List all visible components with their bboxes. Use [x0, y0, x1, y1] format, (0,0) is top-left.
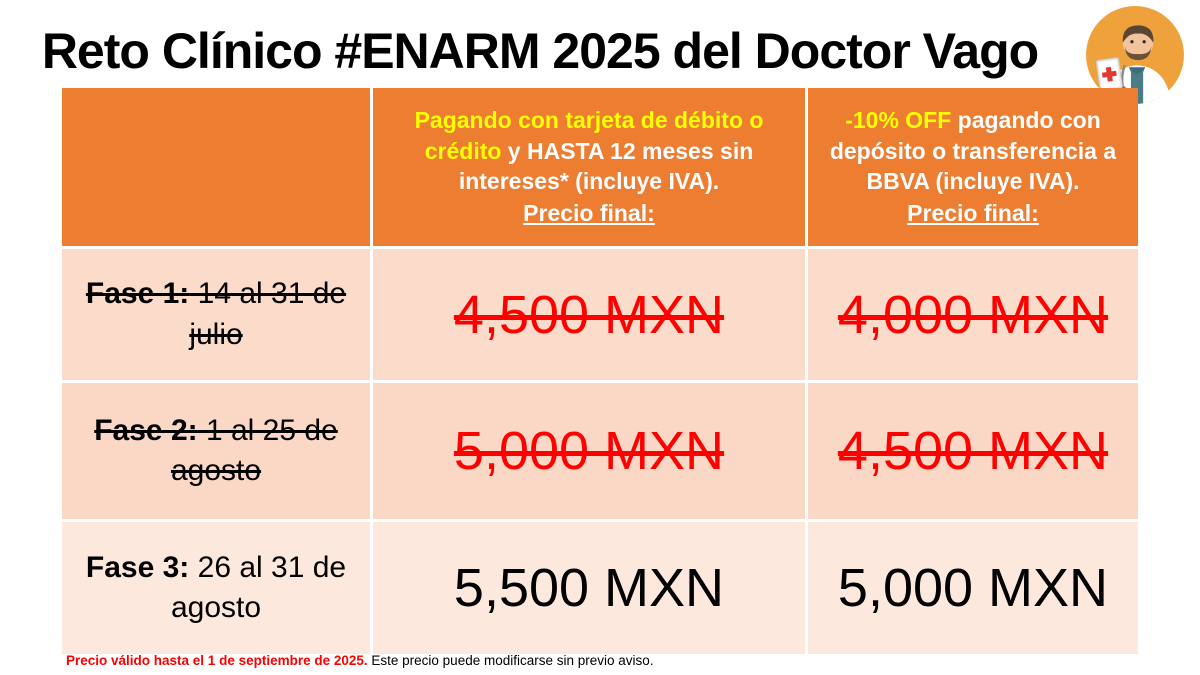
header-deposit-final-label: Precio final: — [907, 200, 1039, 227]
pricing-table: Pagando con tarjeta de débito o crédito … — [62, 88, 1138, 654]
doctor-avatar-icon — [1086, 6, 1184, 104]
header-deposit-text: -10% OFF pagando con depósito o transfer… — [822, 105, 1124, 196]
header-empty-cell — [62, 88, 370, 246]
phase-3-cell: Fase 3: 26 al 31 de agosto — [62, 522, 370, 654]
header-card-text: Pagando con tarjeta de débito o crédito … — [387, 105, 791, 196]
header-deposit-payment: -10% OFF pagando con depósito o transfer… — [808, 88, 1138, 246]
price-value: 5,500 MXN — [453, 558, 725, 618]
header-card-rest: y HASTA 12 meses sin intereses* (incluye… — [458, 137, 754, 194]
phase-3-card-price: 5,500 MXN — [373, 522, 805, 654]
phase-2-text: Fase 2: 1 al 25 de agosto — [94, 413, 338, 488]
footnote-red-text: Precio válido hasta el 1 de septiembre d… — [66, 653, 368, 668]
phase-2-deposit-price: 4,500 MXN — [808, 383, 1138, 519]
price-value: 5,000 MXN — [453, 421, 725, 481]
header-card-payment: Pagando con tarjeta de débito o crédito … — [373, 88, 805, 246]
phase-2-card-price: 5,000 MXN — [373, 383, 805, 519]
price-validity-footnote: Precio válido hasta el 1 de septiembre d… — [66, 653, 654, 668]
price-value: 4,500 MXN — [453, 284, 725, 345]
phase-1-cell: Fase 1: 14 al 31 de julio — [62, 249, 370, 380]
header-deposit-rest: pagando con depósito o transferencia a B… — [829, 107, 1117, 194]
price-value: 5,000 MXN — [837, 558, 1109, 618]
phase-1-deposit-price: 4,000 MXN — [808, 249, 1138, 380]
footnote-black-text: Este precio puede modificarse sin previo… — [367, 653, 654, 668]
page-title: Reto Clínico #ENARM 2025 del Doctor Vago — [41, 23, 1039, 79]
phase-1-card-price: 4,500 MXN — [373, 249, 805, 380]
phase-3-text: Fase 3: 26 al 31 de agosto — [85, 550, 347, 625]
phase-1-text: Fase 1: 14 al 31 de julio — [85, 277, 347, 351]
header-deposit-highlight: -10% OFF — [845, 107, 952, 134]
price-value: 4,000 MXN — [837, 284, 1109, 345]
phase-2-cell: Fase 2: 1 al 25 de agosto — [62, 383, 370, 519]
header-card-highlight: Pagando con tarjeta de débito o crédito — [414, 107, 764, 164]
price-value: 4,500 MXN — [837, 421, 1109, 481]
doctor-avatar — [1084, 4, 1186, 106]
phase-3-deposit-price: 5,000 MXN — [808, 522, 1138, 654]
title-row: Reto Clínico #ENARM 2025 del Doctor Vago — [0, 22, 1200, 92]
header-card-final-label: Precio final: — [523, 200, 655, 227]
